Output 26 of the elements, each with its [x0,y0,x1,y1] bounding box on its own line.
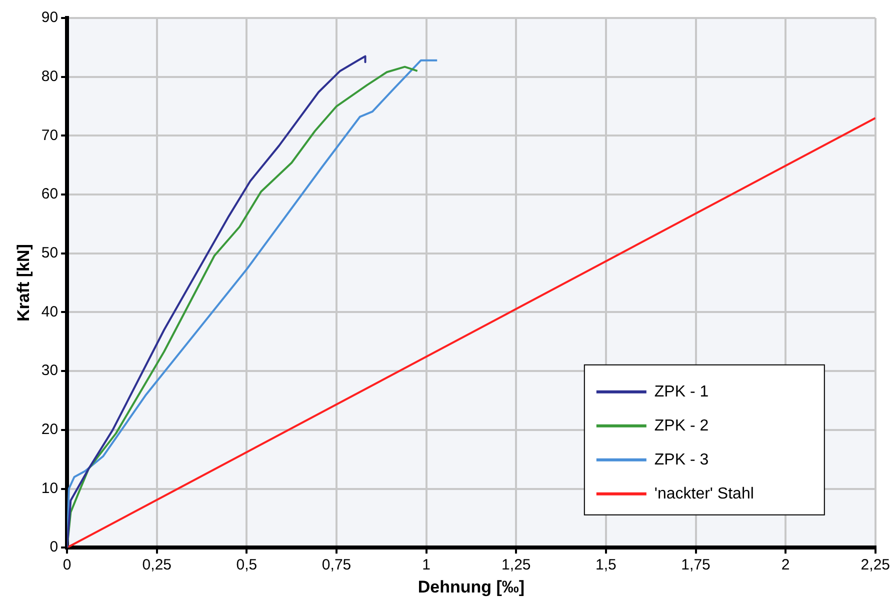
y-tick-label: 60 [41,186,58,203]
x-axis-title: Dehnung [‰] [418,577,525,596]
y-tick-label: 40 [41,303,58,320]
x-tick-label: 1 [422,556,431,574]
legend-label: ZPK - 1 [654,383,709,400]
x-tick-label: 2 [781,556,790,574]
y-tick-label: 80 [41,68,58,85]
x-tick-label: 1,5 [596,556,616,574]
x-tick-label: 0,5 [236,556,258,574]
x-tick-label: 2,25 [860,556,890,574]
x-tick-label: 0,25 [142,556,172,574]
y-tick-label: 90 [41,9,58,26]
x-tick-label: 0 [62,556,72,574]
legend-label: 'nackter' Stahl [654,485,754,502]
x-tick-label: 1,25 [502,556,531,574]
y-tick-label: 70 [41,126,58,144]
y-axis-title: Kraft [kN] [14,244,33,322]
y-tick-label: 30 [41,362,58,380]
y-tick-label: 0 [50,538,58,556]
legend-label: ZPK - 3 [654,451,709,468]
y-tick-label: 50 [41,244,58,262]
y-tick-label: 10 [41,480,58,497]
x-tick-label: 1,75 [681,556,710,574]
legend-label: ZPK - 2 [654,417,709,434]
y-tick-label: 20 [41,421,58,438]
x-tick-label: 0,75 [322,556,352,574]
